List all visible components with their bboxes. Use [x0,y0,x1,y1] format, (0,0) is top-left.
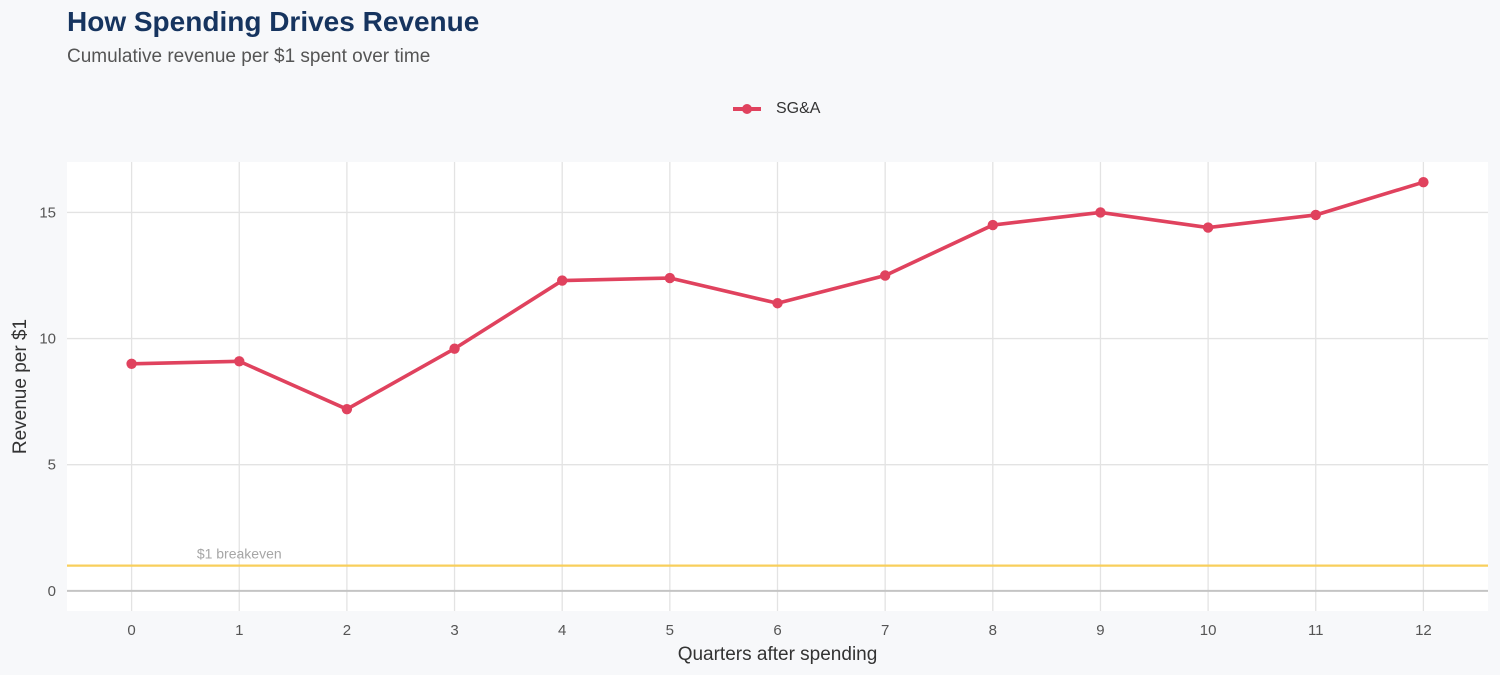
data-point [1310,209,1321,221]
data-point [556,275,568,286]
data-point [341,404,353,415]
x-tick-label: 5 [666,622,674,639]
x-tick-label: 11 [1308,622,1324,639]
x-tick-label: 12 [1415,622,1432,639]
chart-subtitle: Cumulative revenue per $1 spent over tim… [67,46,431,67]
legend-key-sga [733,104,761,114]
x-tick-label: 3 [450,622,458,639]
data-point [126,358,137,369]
breakeven-label: $1 breakeven [197,546,282,562]
data-point [1202,222,1214,233]
chart-title: How Spending Drives Revenue [67,6,480,37]
x-tick-label: 0 [127,622,135,639]
data-point [1095,207,1106,218]
legend: SG&A [732,99,820,119]
x-axis-title: Quarters after spending [678,644,878,665]
data-point [664,272,676,284]
y-axis-title: Revenue per $1 [10,319,31,454]
data-point [987,219,999,231]
x-tick-label: 1 [235,622,243,639]
y-tick-label: 15 [39,204,56,221]
reference-layer: $1 breakeven [67,546,1488,567]
x-tick-label: 4 [558,622,566,639]
data-point [1418,176,1429,188]
x-tick-label: 2 [343,622,351,639]
data-point [234,356,245,367]
legend-label-sga: SG&A [776,100,821,117]
data-point [879,270,891,281]
data-point [449,343,460,354]
grid-layer [67,162,1488,611]
series-layer [126,176,1429,415]
y-tick-label: 0 [48,583,56,600]
x-tick-label: 9 [1096,622,1104,639]
x-tick-label: 10 [1200,622,1217,639]
x-tick-label: 7 [881,622,889,639]
y-tick-label: 10 [39,331,56,348]
x-tick-label: 8 [989,622,997,639]
data-point [772,298,783,309]
x-tick-label: 6 [773,622,781,639]
y-tick-label: 5 [48,457,56,474]
